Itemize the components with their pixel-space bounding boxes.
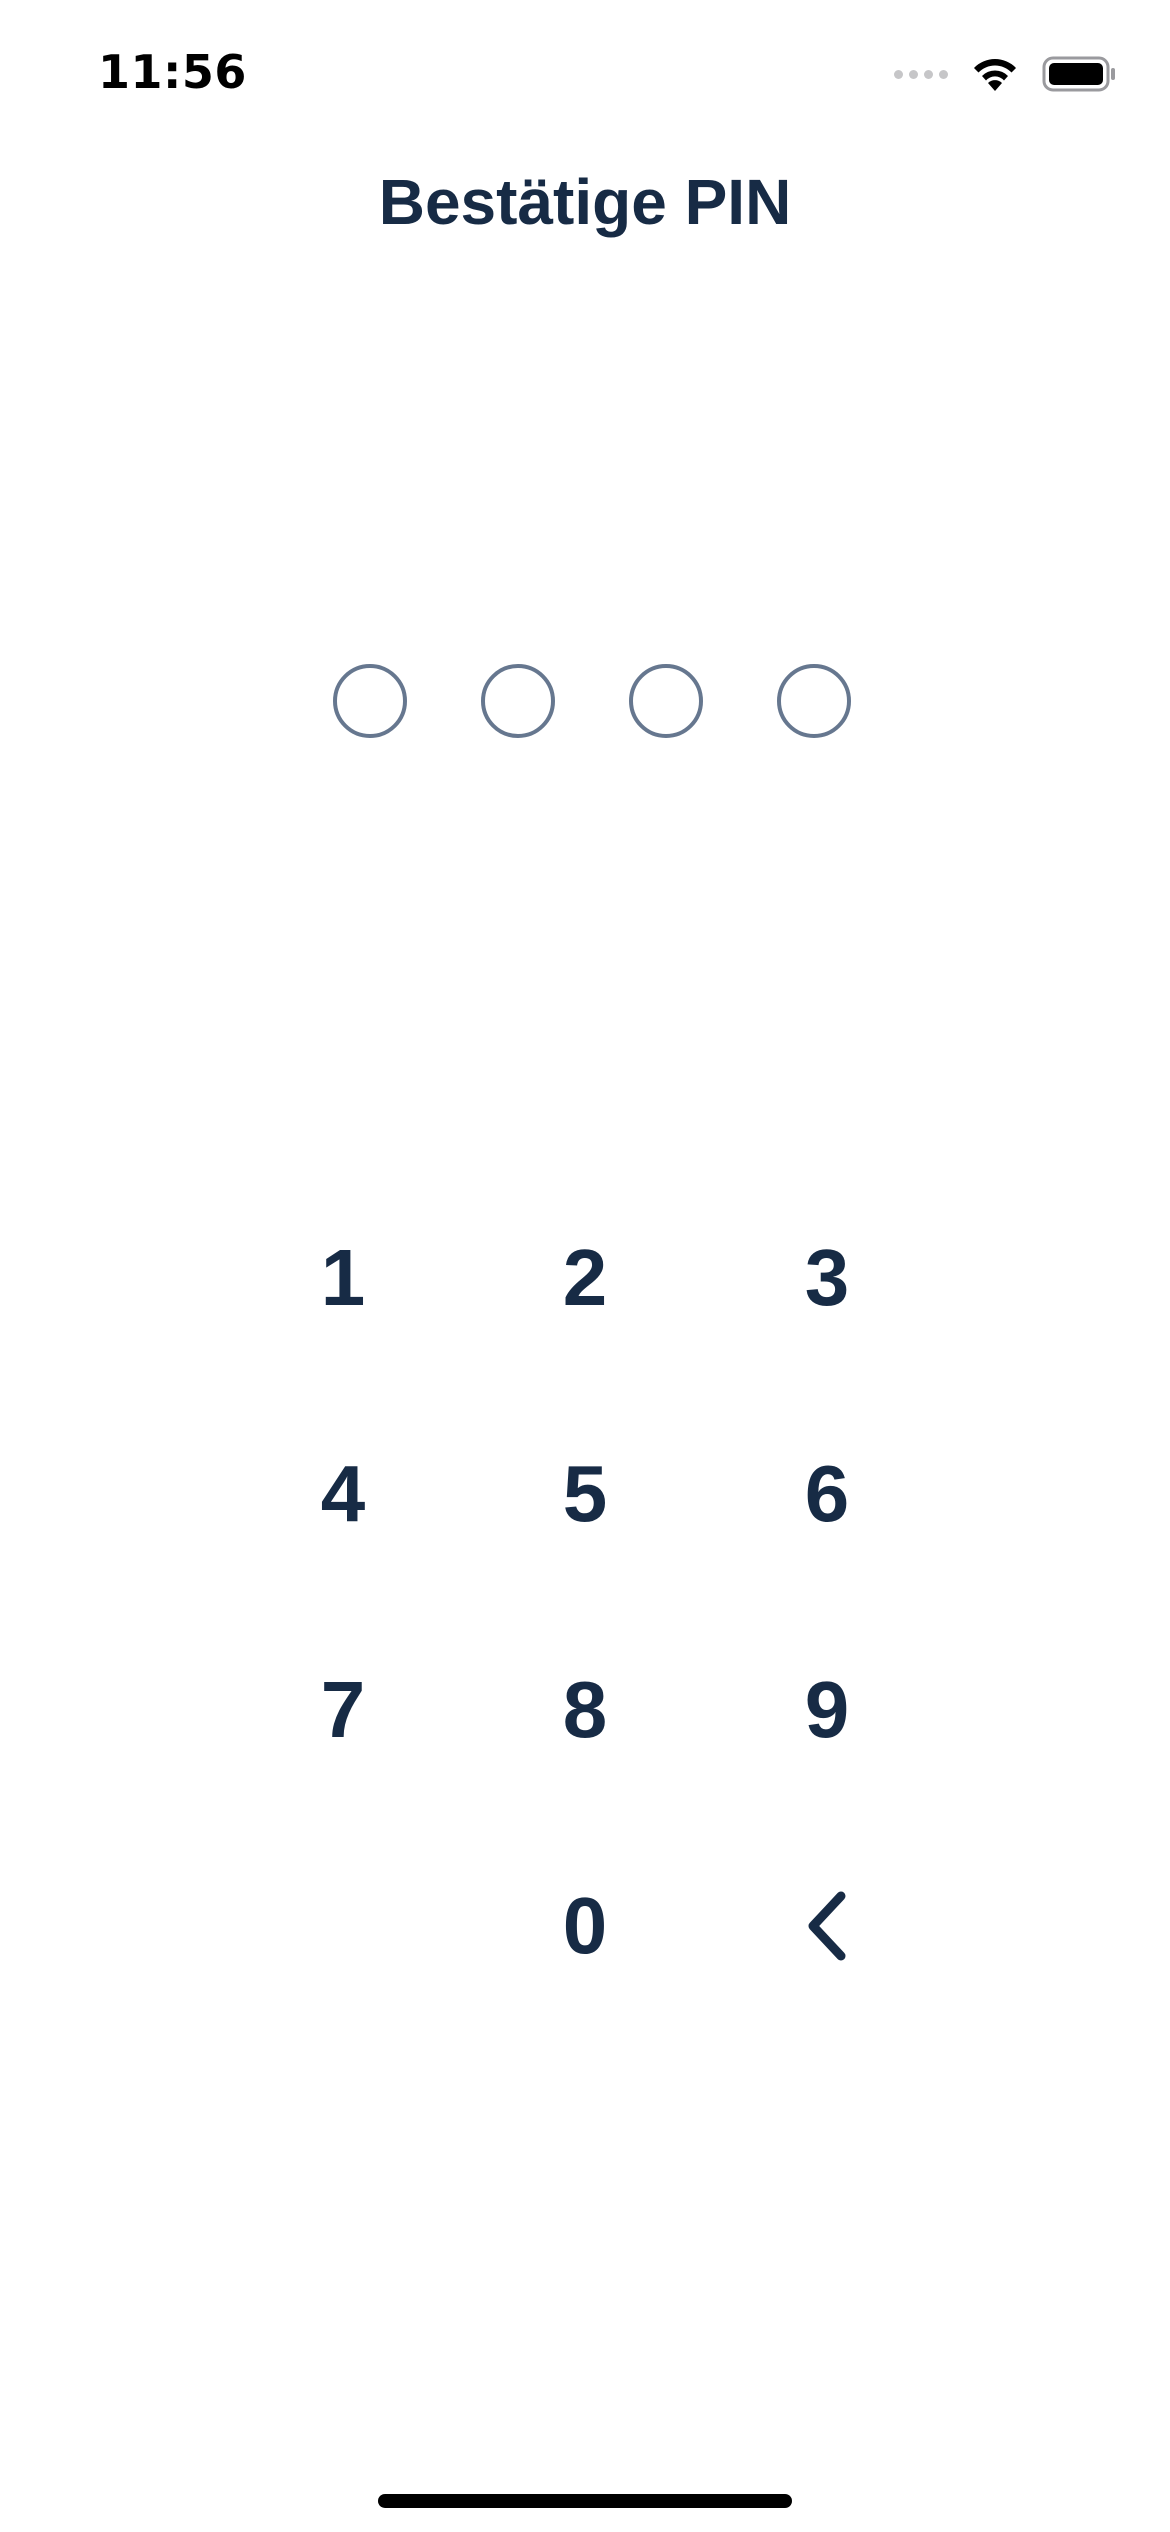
status-bar: 11:56 bbox=[0, 0, 1170, 150]
pin-digit-indicator bbox=[777, 664, 851, 738]
pin-digit-indicator bbox=[333, 664, 407, 738]
key-2[interactable]: 2 bbox=[562, 1233, 608, 1322]
key-8[interactable]: 8 bbox=[562, 1665, 608, 1754]
key-6[interactable]: 6 bbox=[804, 1449, 850, 1538]
key-0[interactable]: 0 bbox=[562, 1881, 608, 1970]
number-keypad: 1 2 3 4 5 6 7 8 9 0 bbox=[222, 1170, 948, 2034]
backspace-button[interactable] bbox=[706, 1818, 948, 2034]
page-title: Bestätige PIN bbox=[378, 166, 792, 238]
key-empty bbox=[222, 1818, 464, 2034]
key-1[interactable]: 1 bbox=[320, 1233, 366, 1322]
key-5[interactable]: 5 bbox=[562, 1449, 608, 1538]
pin-indicator-row bbox=[333, 664, 851, 738]
cellular-signal-icon bbox=[894, 52, 948, 96]
pin-digit-indicator bbox=[629, 664, 703, 738]
key-3[interactable]: 3 bbox=[804, 1233, 850, 1322]
key-4[interactable]: 4 bbox=[320, 1449, 366, 1538]
key-9[interactable]: 9 bbox=[804, 1665, 850, 1754]
chevron-left-icon bbox=[808, 1891, 846, 1961]
wifi-icon bbox=[974, 59, 1016, 91]
key-7[interactable]: 7 bbox=[320, 1665, 366, 1754]
home-indicator[interactable] bbox=[378, 2494, 792, 2508]
status-time: 11:56 bbox=[98, 45, 247, 99]
battery-icon bbox=[1042, 56, 1115, 92]
status-indicators bbox=[894, 52, 1118, 96]
pin-digit-indicator bbox=[481, 664, 555, 738]
